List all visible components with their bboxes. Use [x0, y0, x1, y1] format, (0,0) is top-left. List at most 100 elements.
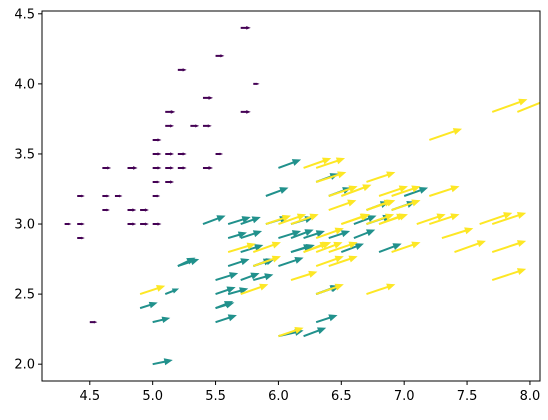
quiver-arrow-s0-p20 [165, 180, 175, 184]
quiver-arrow-s0-p9 [127, 222, 137, 226]
quiver-arrow-s0-p13 [140, 208, 149, 212]
x-axis: 4.5 5.0 5.5 6.0 6.5 7.0 7.5 8.0 [79, 381, 540, 404]
quiver-arrow-s1-p1 [139, 301, 158, 310]
quiver-arrow-s0-p12 [140, 222, 149, 226]
x-tick-label: 8.0 [520, 389, 541, 404]
x-tick-label: 4.5 [79, 389, 100, 404]
quiver-arrow-s2-p28 [378, 185, 408, 197]
quiver-arrow-s1-p3 [164, 288, 180, 296]
quiver-arrow-s1-p23 [278, 159, 302, 169]
quiver-arrow-s1-p43 [177, 257, 196, 267]
quiver-arrow-s1-p5 [215, 314, 237, 324]
quiver-arrow-s0-p0 [64, 222, 72, 226]
y-tick-label: 3.0 [14, 218, 35, 233]
quiver-arrow-s2-p36 [454, 240, 486, 253]
quiver-arrow-s1-p8 [215, 272, 239, 282]
quiver-arrow-s0-p1 [77, 236, 85, 240]
quiver-arrow-s2-p39 [491, 240, 527, 254]
quiver-arrow-s0-p18 [152, 152, 162, 156]
quiver-arrow-s1-p21 [278, 256, 304, 268]
quiver-arrow-s0-p17 [152, 166, 162, 170]
quiver-arrow-s1-p22 [278, 230, 302, 239]
quiver-arrow-s1-p34 [340, 243, 364, 253]
quiver-arrow-s0-p32 [215, 152, 224, 156]
quiver-arrow-s2-p20 [328, 185, 358, 197]
quiver-arrow-s0-p2 [77, 222, 85, 226]
quiver-arrow-s2-p30 [391, 185, 421, 197]
y-axis: 2.0 2.5 3.0 3.5 4.0 4.5 [14, 7, 42, 373]
quiver-arrow-s0-p35 [240, 26, 251, 30]
quiver-arrow-s0-p11 [127, 166, 138, 170]
quiver-arrow-s1-p15 [240, 230, 263, 239]
quiver-arrow-s0-p29 [202, 166, 214, 170]
x-tick-label: 5.0 [142, 389, 163, 404]
quiver-arrow-s0-p34 [240, 110, 251, 114]
quiver-arrow-s0-p27 [177, 68, 187, 72]
quiver-arrow-s2-p37 [479, 212, 513, 225]
quiver-arrow-s1-p47 [290, 244, 313, 254]
quiver-arrow-s2-p17 [328, 255, 358, 268]
y-tick-label: 3.5 [14, 147, 35, 162]
quiver-arrow-s1-p25 [290, 229, 314, 239]
quiver-arrow-s0-p6 [102, 194, 110, 198]
quiver-arrow-s2-p10 [303, 157, 332, 169]
quiver-arrow-s2-p38 [491, 268, 527, 282]
quiver-arrow-s2-p26 [366, 171, 396, 183]
quiver-arrow-s0-p15 [152, 194, 161, 198]
axes-frame [41, 10, 541, 382]
quiver-arrow-s0-p25 [177, 166, 187, 170]
quiver-arrow-s1-p14 [240, 244, 264, 254]
quiver-arrow-s1-p17 [253, 273, 274, 282]
quiver-arrow-s2-p1 [227, 242, 256, 254]
quiver-arrow-s2-p48 [378, 213, 406, 225]
quiver-arrow-s0-p21 [165, 166, 175, 170]
quiver-arrow-s2-p41 [491, 98, 528, 113]
quiver-arrow-s2-p3 [252, 255, 281, 268]
quiver-arrow-s1-p13 [240, 272, 260, 282]
quiver-arrow-s0-p33 [215, 54, 225, 58]
x-tick-label: 6.0 [268, 389, 289, 404]
quiver-arrow-s2-p29 [391, 199, 421, 211]
quiver-arrow-s2-p40 [491, 212, 527, 225]
x-tick-label: 6.5 [331, 389, 352, 404]
y-tick-label: 4.5 [14, 7, 35, 22]
quiver-arrow-s2-p44 [340, 213, 369, 225]
quiver-arrow-s2-p8 [290, 213, 319, 225]
quiver-arrow-s0-p19 [152, 138, 162, 142]
quiver-arrow-s2-p5 [278, 327, 304, 338]
quiver-arrow-s1-p39 [378, 243, 402, 253]
quiver-arrow-s2-p23 [366, 283, 396, 296]
quiver-arrow-s2-p13 [315, 241, 343, 253]
quiver-arrow-s1-p29 [315, 314, 338, 324]
quiver-arrow-s1-p32 [328, 230, 351, 239]
quiver-arrow-s2-p22 [340, 184, 372, 197]
quiver-arrow-s2-p45 [303, 241, 329, 253]
quiver-arrow-s2-p34 [429, 128, 463, 141]
quiver-arrow-s0-p23 [165, 124, 175, 128]
quiver-arrow-s1-p9 [227, 287, 249, 296]
quiver-arrow-s2-p18 [328, 241, 358, 254]
quiver-arrow-s1-p44 [265, 187, 289, 197]
quiver-arrow-s2-p33 [429, 185, 460, 197]
quiver-arrow-s0-p31 [202, 96, 214, 100]
quiver-arrow-s1-p7 [215, 286, 236, 296]
quiver-arrow-s0-p8 [114, 194, 123, 198]
quiver-arrow-s2-p43 [391, 241, 421, 254]
x-tick-label: 5.5 [205, 389, 226, 404]
y-tick-label: 2.5 [14, 288, 35, 303]
quiver-arrow-s1-p12 [227, 216, 251, 225]
quiver-arrow-s2-p12 [315, 255, 344, 268]
quiver-arrow-s1-p2 [152, 316, 171, 324]
quiver-arrow-s2-p11 [315, 283, 344, 296]
x-tick-label: 7.0 [394, 389, 415, 404]
quiver-arrow-s1-p16 [240, 216, 261, 225]
quiver-arrow-s0-p28 [190, 124, 200, 128]
quiver-arrow-s2-p31 [416, 213, 446, 225]
quiver-arrow-s0-p10 [127, 208, 137, 212]
quiver-arrow-s1-p4 [177, 258, 200, 268]
quiver-arrow-s0-p5 [102, 208, 110, 212]
quiver-arrow-s1-p35 [353, 229, 376, 239]
